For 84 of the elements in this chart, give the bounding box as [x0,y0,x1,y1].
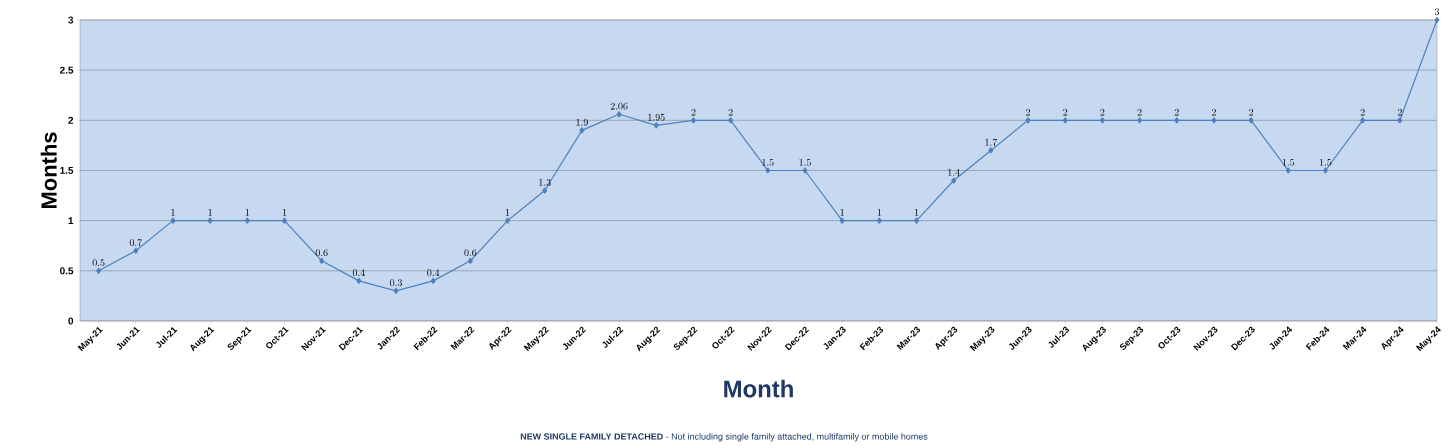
data-label: 2.06 [610,102,628,110]
data-label: 1 .7 [985,138,998,146]
point [876,217,882,224]
data-label: 1 .5 [799,158,811,166]
point [542,187,548,194]
data-label: 2 [1100,108,1105,116]
point [356,277,362,284]
data-label: 1 [505,209,510,216]
data-label: 1 .95 [648,113,665,121]
point [1099,117,1105,124]
data-label: 1 [877,209,882,216]
data-label: 1 [245,209,249,216]
data-label: 2 [1211,108,1216,116]
point [282,217,287,224]
point [765,167,771,174]
data-label: 1 [914,209,919,216]
x-axis-title: Month [724,379,793,398]
data-label: 2 [1360,108,1365,116]
data-label: 1 .5 [1282,158,1295,166]
data-label: 1 .9 [576,118,588,126]
data-label: 1 .5 [762,158,774,166]
data-label: 1 [208,209,212,216]
point [1248,117,1254,124]
point [96,267,102,274]
point [690,117,696,124]
point [1360,117,1366,124]
data-label: 1 [282,209,287,216]
data-label: 1 .3 [539,178,551,186]
point [616,111,622,118]
point [467,257,473,264]
data-label: 1 .4 [948,168,960,176]
data-label: 1 [840,209,844,216]
y-tick-label: 1 [68,217,74,225]
data-label: 2 [1174,108,1179,116]
point [430,277,436,284]
point [1174,117,1180,124]
data-label: 0.5 [92,259,105,267]
y-tick-label: 2.5 [59,66,74,74]
point [1025,117,1031,124]
data-label: 1 [171,209,175,216]
point [1322,167,1328,174]
point [505,217,511,224]
data-label: 1 .5 [1319,158,1332,166]
data-label: 0.3 [390,279,402,287]
text: NEW SINGLE FAMILY DETACHED - Not including single family attached, multifamily or mobile homes [520,433,928,442]
point [653,122,659,129]
point [170,217,176,224]
data-label: 2 [1137,108,1142,116]
point [133,247,139,254]
data-label: 0.7 [129,239,142,247]
y-tick-label: 3 [68,16,74,24]
point [1137,117,1143,124]
y-tick-label: 0 [68,317,74,325]
data-label: 2 [1249,108,1254,116]
data-label: 0.4 [352,269,365,277]
point [1211,117,1217,124]
point [1434,16,1440,24]
data-label: 2 [691,108,696,116]
data-label: 2 [728,108,733,116]
y-axis-title: Months [40,132,57,208]
point [839,217,845,224]
y-tick-label: 1.5 [60,167,74,174]
data-label: 0.6 [315,249,328,257]
point [579,127,585,134]
point [914,217,919,224]
point [393,287,399,294]
point [207,217,213,224]
data-label: 2 [1026,108,1031,116]
data-label: 3 [1434,8,1440,16]
point [728,117,734,124]
point [988,147,994,154]
data-label: 0.4 [427,269,440,277]
point [319,257,325,264]
point [1062,117,1068,124]
point [1285,167,1291,174]
point [951,177,957,184]
point [1397,117,1403,124]
data-label: 0.6 [464,249,477,257]
point [802,167,808,174]
data-label: 2 [1397,108,1402,116]
data-label: 2 [1063,108,1068,116]
y-tick-label: 0.5 [60,267,74,275]
y-tick-label: 2 [68,116,74,124]
point [244,217,250,224]
